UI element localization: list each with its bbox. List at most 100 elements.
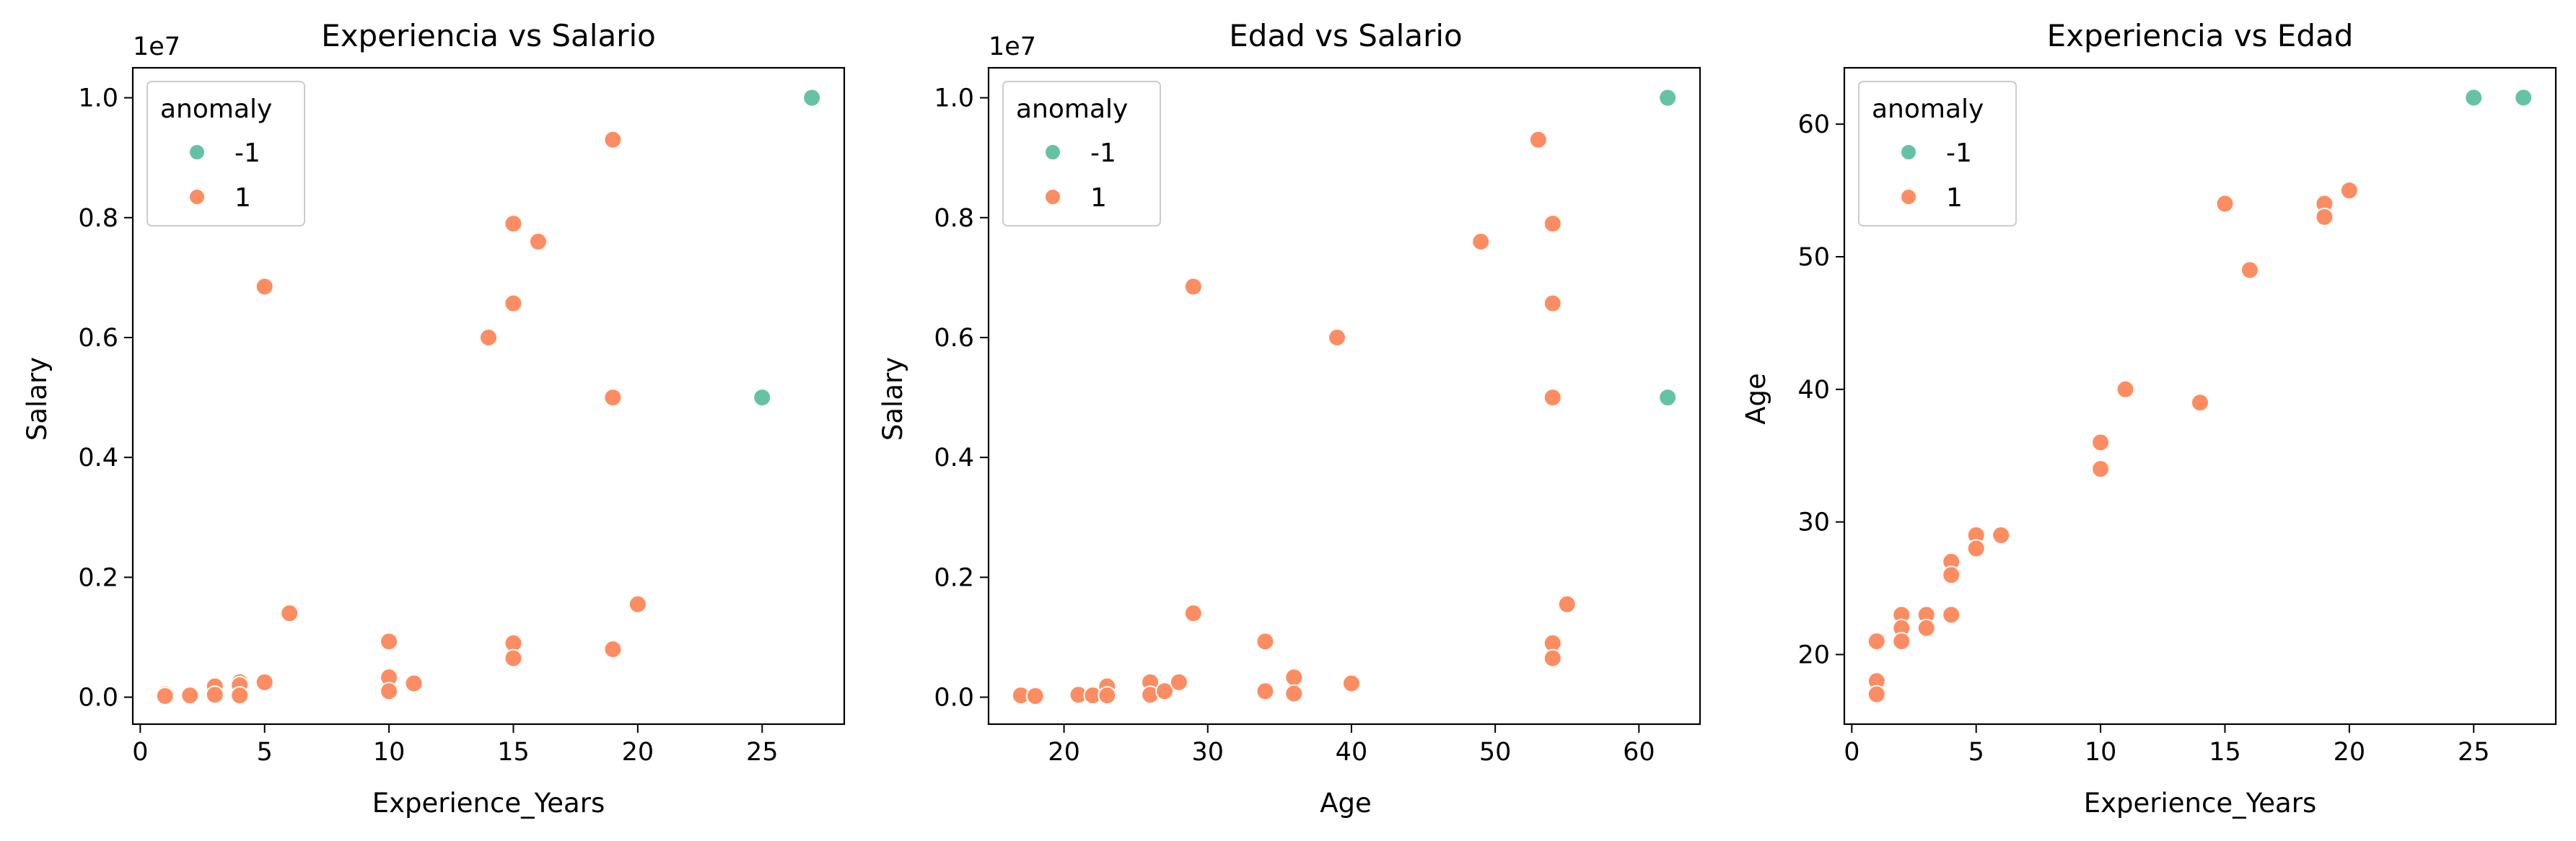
normal-point xyxy=(1328,327,1347,347)
y-tick-label: 50 xyxy=(1797,243,1830,272)
y-axis-label: Age xyxy=(1740,373,1771,425)
normal-point xyxy=(1155,682,1175,701)
normal-point xyxy=(2191,393,2209,413)
x-tick-label: 5 xyxy=(257,738,273,767)
normal-point xyxy=(230,686,250,705)
legend-marker-neg xyxy=(1900,144,1917,161)
normal-point xyxy=(504,294,523,313)
normal-point xyxy=(1471,232,1491,252)
legend-label-neg: -1 xyxy=(1090,138,1116,168)
normal-point xyxy=(1543,388,1562,408)
legend-label-pos: 1 xyxy=(1946,183,1963,213)
y-tick-label: 60 xyxy=(1797,110,1830,139)
legend-frame xyxy=(1858,81,2017,226)
x-tick-label: 50 xyxy=(1479,738,1512,767)
y-tick-label: 0.0 xyxy=(934,684,974,713)
normal-point xyxy=(1867,684,1886,704)
x-tick-label: 0 xyxy=(132,738,148,767)
normal-point xyxy=(2091,459,2111,479)
normal-point xyxy=(1183,277,1203,296)
normal-point xyxy=(255,672,274,692)
anomaly-point xyxy=(1658,88,1678,107)
y-tick-label: 20 xyxy=(1797,640,1830,669)
normal-point xyxy=(1942,605,1961,625)
x-tick-label: 10 xyxy=(2085,738,2117,767)
x-tick-label: 10 xyxy=(373,738,406,767)
normal-point xyxy=(1942,565,1961,585)
normal-point xyxy=(2116,379,2135,399)
x-axis-label: Experience_Years xyxy=(2084,788,2316,819)
x-tick-label: 30 xyxy=(1191,738,1224,767)
normal-point xyxy=(1543,214,1562,234)
normal-point xyxy=(1098,686,1117,705)
chart-title: Experiencia vs Edad xyxy=(2047,18,2354,53)
axis-ticks: 0 5 10 15 20 25 0.0 0.2 0.4 0.6 0.8 1.0 xyxy=(78,84,778,767)
legend: anomaly -1 1 xyxy=(1858,81,2017,226)
y-axis-label: Salary xyxy=(22,357,53,441)
normal-point xyxy=(1341,674,1361,693)
data-points xyxy=(1011,88,1678,705)
normal-point xyxy=(280,604,299,623)
normal-point xyxy=(1867,632,1886,651)
normal-point xyxy=(603,130,623,149)
normal-point xyxy=(504,648,523,668)
legend: anomaly -1 1 xyxy=(1002,81,1161,226)
x-tick-label: 5 xyxy=(1968,738,1984,767)
x-tick-label: 15 xyxy=(2209,738,2241,767)
y-tick-label: 0.8 xyxy=(78,204,118,233)
subplot-experiencia-vs-edad: Experiencia vs Edad Experience_Years Age… xyxy=(1740,18,2557,819)
normal-point xyxy=(1892,632,1911,651)
x-tick-label: 60 xyxy=(1623,738,1655,767)
normal-point xyxy=(2339,181,2359,201)
normal-point xyxy=(255,277,274,296)
normal-point xyxy=(2315,207,2334,226)
anomaly-point xyxy=(2464,88,2484,107)
legend-marker-neg xyxy=(188,144,206,161)
legend-label-pos: 1 xyxy=(1090,183,1107,213)
y-tick-label: 0.6 xyxy=(934,324,974,353)
axis-ticks: 20 30 40 50 60 0.0 0.2 0.4 0.6 0.8 1.0 xyxy=(934,84,1655,767)
y-tick-label: 0.4 xyxy=(78,444,118,472)
legend-title: anomaly xyxy=(160,94,272,124)
normal-point xyxy=(380,682,399,701)
y-tick-label: 1.0 xyxy=(934,84,974,113)
normal-point xyxy=(1528,130,1548,149)
chart-title: Experiencia vs Salario xyxy=(321,18,656,53)
normal-point xyxy=(1543,648,1562,668)
normal-point xyxy=(504,214,523,234)
normal-point xyxy=(1169,672,1188,692)
anomaly-point xyxy=(753,388,772,408)
x-tick-label: 40 xyxy=(1336,738,1368,767)
normal-point xyxy=(1543,294,1562,313)
legend-title: anomaly xyxy=(1872,94,1984,124)
x-axis-label: Age xyxy=(1320,788,1372,819)
axes-frame xyxy=(1843,66,2557,726)
legend-label-neg: -1 xyxy=(235,138,260,168)
y-tick-label: 0.0 xyxy=(78,684,118,713)
y-tick-label: 0.4 xyxy=(934,444,974,472)
y-tick-label: 0.8 xyxy=(934,204,974,233)
y-tick-label: 0.2 xyxy=(78,563,118,592)
legend-title: anomaly xyxy=(1016,94,1128,124)
normal-point xyxy=(2215,194,2235,213)
normal-point xyxy=(380,632,399,651)
y-offset-label: 1e7 xyxy=(989,32,1036,61)
y-tick-label: 0.2 xyxy=(934,563,974,592)
normal-point xyxy=(180,686,200,705)
normal-point xyxy=(1284,668,1304,687)
x-tick-label: 20 xyxy=(622,738,654,767)
normal-point xyxy=(1966,539,1986,558)
legend: anomaly -1 1 xyxy=(146,81,305,226)
normal-point xyxy=(155,686,175,705)
normal-point xyxy=(404,674,424,693)
normal-point xyxy=(1992,526,2011,545)
normal-point xyxy=(1256,632,1275,651)
normal-point xyxy=(603,640,623,659)
axes-frame xyxy=(987,66,1701,726)
normal-point xyxy=(1916,618,1936,638)
legend-frame xyxy=(146,81,305,226)
normal-point xyxy=(528,232,548,252)
normal-point xyxy=(205,685,224,705)
normal-point xyxy=(479,327,498,347)
subplot-experiencia-vs-salario: Experiencia vs Salario 1e7 Experience_Ye… xyxy=(22,18,846,819)
